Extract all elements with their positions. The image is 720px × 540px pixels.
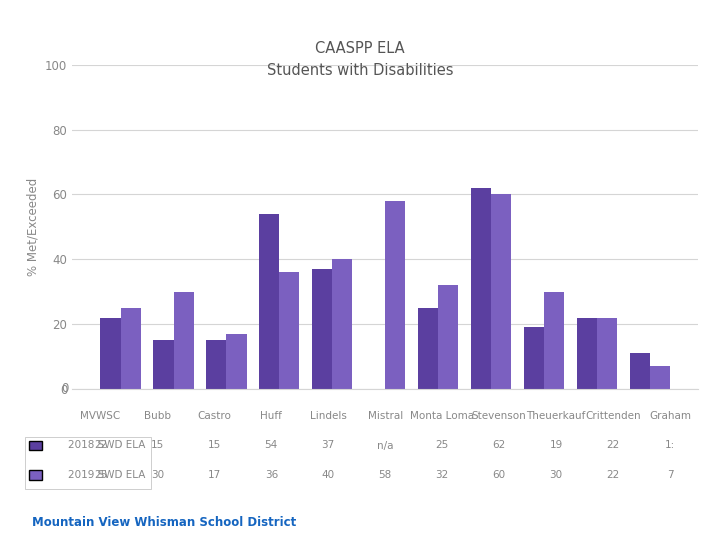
Text: Monta Loma: Monta Loma	[410, 411, 474, 421]
Text: 60: 60	[492, 470, 505, 480]
Bar	[577, 318, 597, 389]
Text: Theuerkauf: Theuerkauf	[526, 411, 586, 421]
Bar	[174, 292, 194, 389]
Text: 0: 0	[61, 382, 68, 395]
Text: 25: 25	[436, 441, 449, 450]
Text: 15: 15	[150, 441, 164, 450]
Bar	[630, 353, 650, 389]
Y-axis label: % Met/Exceeded: % Met/Exceeded	[27, 178, 40, 276]
Text: Students with Disabilities: Students with Disabilities	[266, 63, 454, 78]
Text: 58: 58	[379, 470, 392, 480]
Text: Crittenden: Crittenden	[585, 411, 641, 421]
Bar	[207, 340, 226, 389]
Text: Mistral: Mistral	[368, 411, 402, 421]
Text: CAASPP ELA: CAASPP ELA	[315, 41, 405, 56]
Text: 32: 32	[436, 470, 449, 480]
Text: 15: 15	[208, 441, 221, 450]
Text: 2019 SWD ELA: 2019 SWD ELA	[68, 470, 145, 480]
Text: 36: 36	[265, 470, 278, 480]
Text: 7: 7	[667, 470, 673, 480]
Text: 40: 40	[322, 470, 335, 480]
Bar	[120, 308, 140, 389]
Bar	[259, 214, 279, 389]
Text: 22: 22	[606, 470, 620, 480]
Bar	[312, 269, 332, 389]
Text: Lindels: Lindels	[310, 411, 347, 421]
Bar	[279, 272, 300, 389]
Text: Huff: Huff	[261, 411, 282, 421]
Text: 19: 19	[549, 441, 562, 450]
Text: Stevenson: Stevenson	[472, 411, 526, 421]
Text: 62: 62	[492, 441, 505, 450]
Text: n/a: n/a	[377, 441, 393, 450]
Bar	[597, 318, 617, 389]
Text: 30: 30	[549, 470, 562, 480]
Text: 37: 37	[322, 441, 335, 450]
Text: Bubb: Bubb	[144, 411, 171, 421]
Text: Castro: Castro	[197, 411, 231, 421]
Bar	[491, 194, 511, 389]
Text: 30: 30	[151, 470, 164, 480]
Text: 25: 25	[94, 470, 107, 480]
Text: 2018 SWD ELA: 2018 SWD ELA	[68, 441, 145, 450]
Bar	[226, 334, 246, 389]
Text: 1:: 1:	[665, 441, 675, 450]
Text: 22: 22	[606, 441, 620, 450]
Text: Graham: Graham	[649, 411, 691, 421]
Bar	[524, 327, 544, 389]
Text: 17: 17	[208, 470, 221, 480]
Bar	[544, 292, 564, 389]
Bar	[418, 308, 438, 389]
Text: MVWSC: MVWSC	[81, 411, 120, 421]
Bar	[385, 201, 405, 389]
Bar	[650, 366, 670, 389]
Bar	[471, 188, 491, 389]
Text: 22: 22	[94, 441, 107, 450]
Bar	[332, 259, 352, 389]
Bar	[153, 340, 174, 389]
Bar	[438, 285, 458, 389]
Text: 54: 54	[265, 441, 278, 450]
Bar	[101, 318, 120, 389]
Text: Mountain View Whisman School District: Mountain View Whisman School District	[32, 516, 297, 529]
